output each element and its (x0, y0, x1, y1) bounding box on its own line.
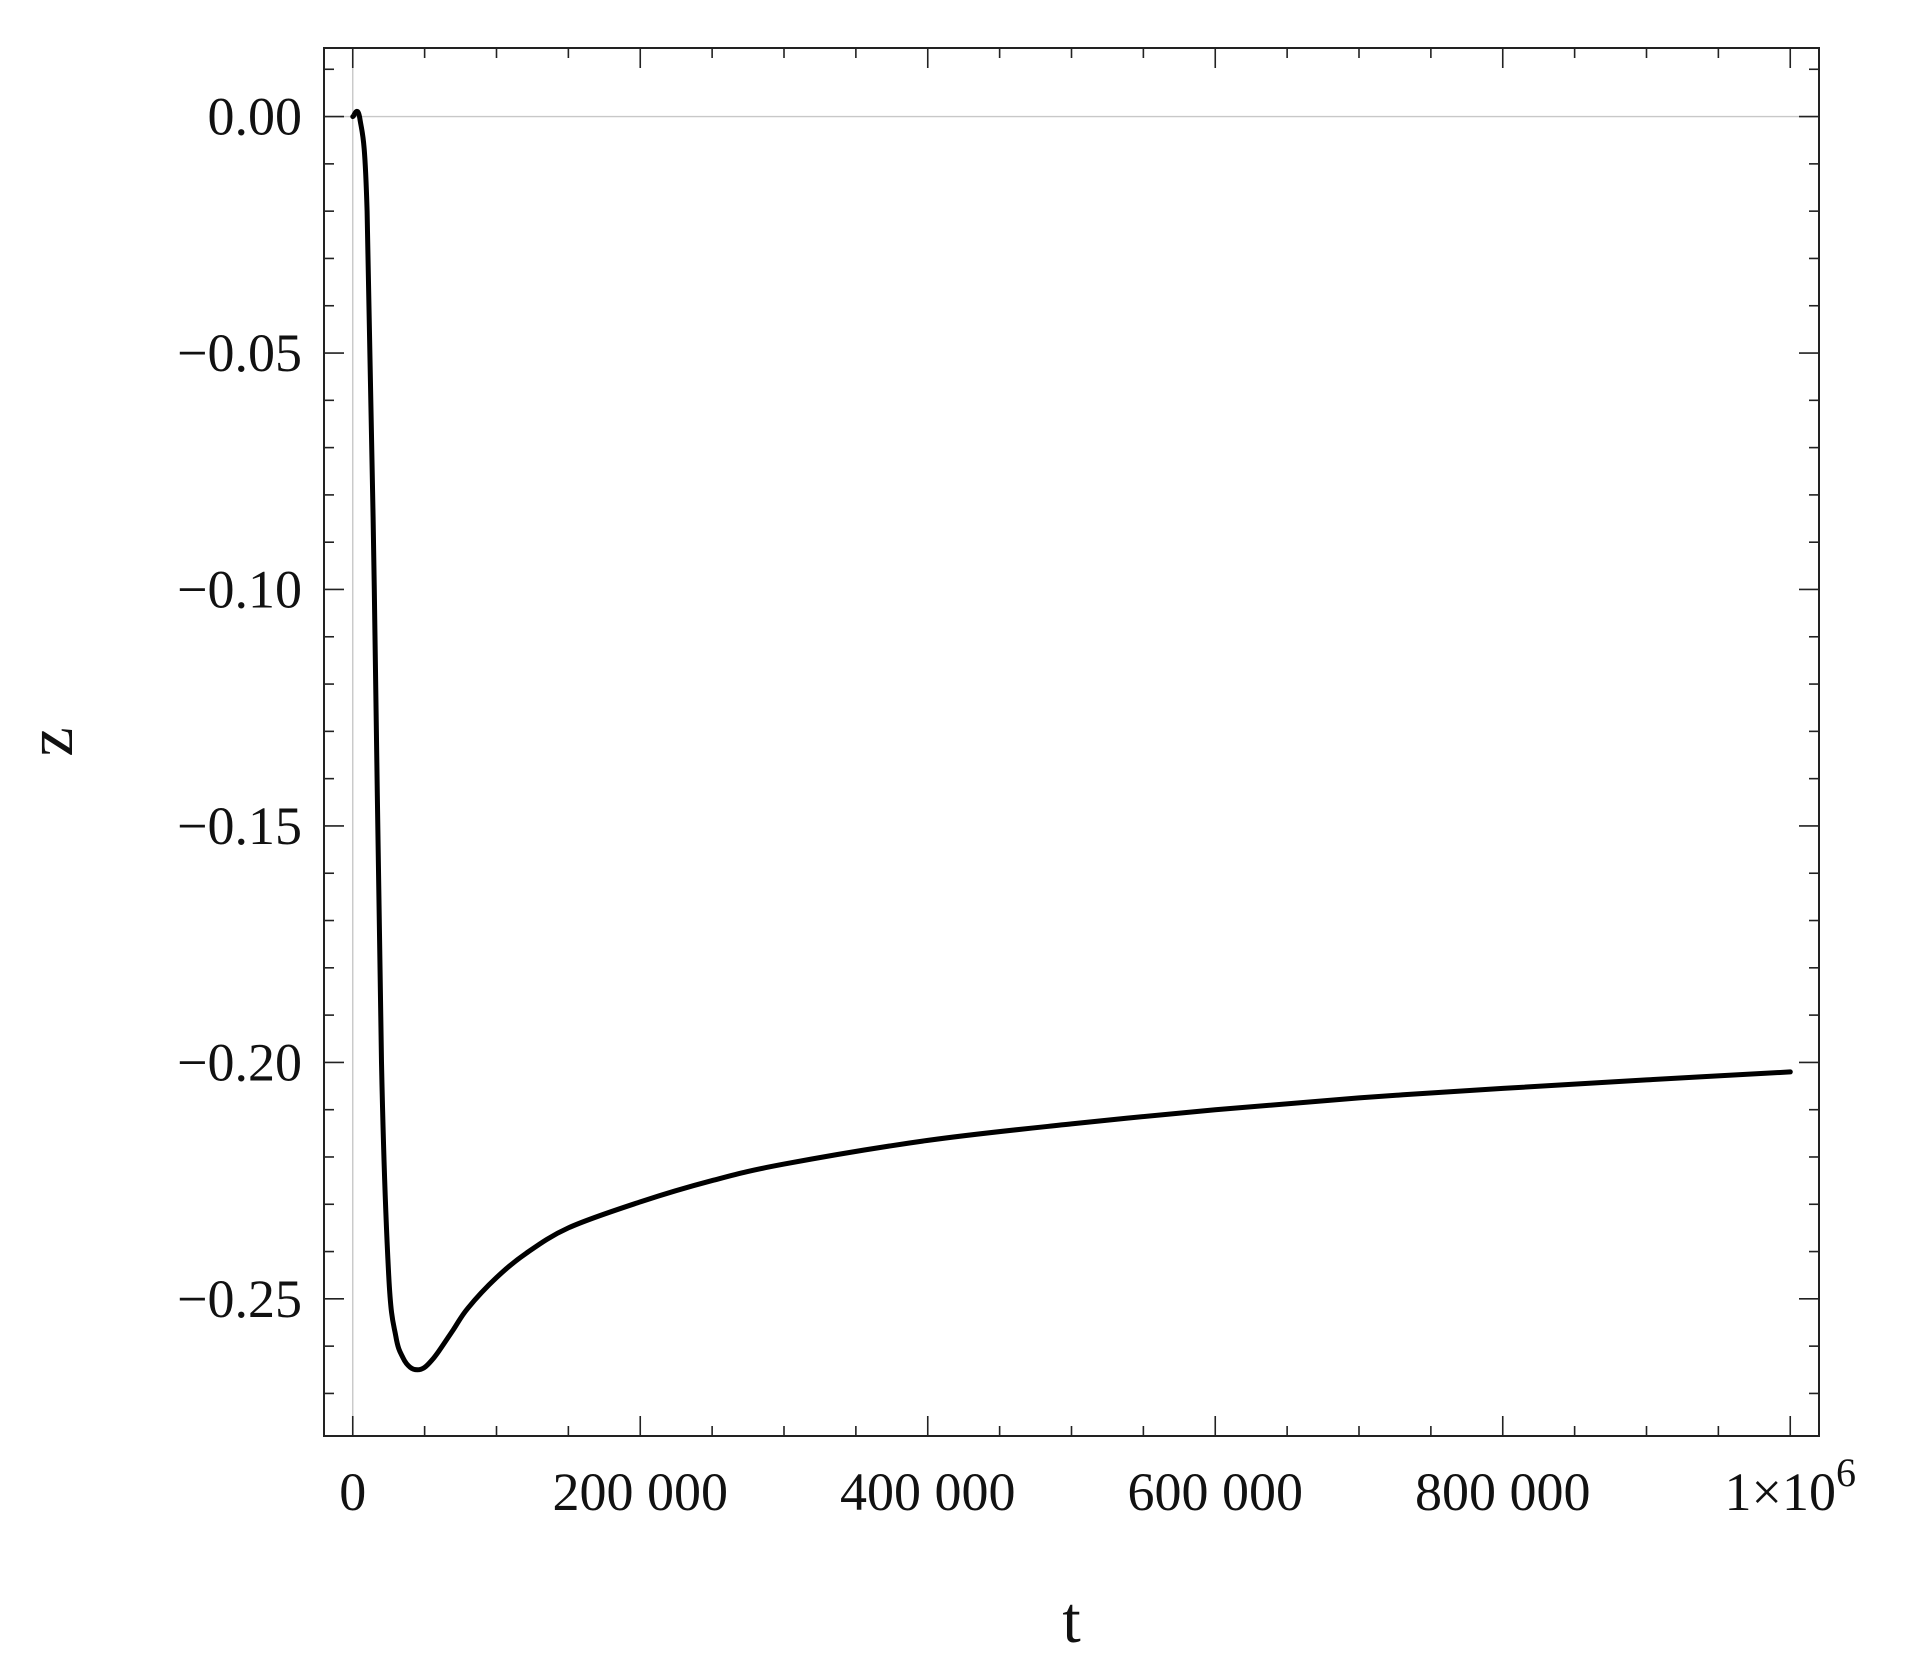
series-group (350, 108, 1793, 1373)
x-tick-labels: 0 200 000 400 000 600 000 800 000 1×106 (339, 1450, 1856, 1522)
y-tick-label: −0.25 (177, 1269, 302, 1329)
tick-marks (324, 48, 1819, 1436)
y-axis-label: z (14, 727, 87, 756)
x-tick-label-exponent: 6 (1836, 1450, 1856, 1495)
series-line-1 (350, 108, 1793, 1373)
y-tick-label: −0.15 (177, 796, 302, 856)
x-axis-label: t (1062, 1584, 1080, 1657)
y-tick-label: 0.00 (208, 87, 303, 147)
plot-frame (323, 47, 1820, 1437)
y-tick-labels: 0.00 −0.05 −0.10 −0.15 −0.20 −0.25 (177, 87, 302, 1329)
x-tick-label: 800 000 (1415, 1462, 1591, 1522)
y-tick-label: −0.05 (177, 323, 302, 383)
x-tick-label: 400 000 (840, 1462, 1016, 1522)
x-tick-label: 1×106 (1725, 1450, 1856, 1522)
y-tick-label: −0.10 (177, 559, 302, 619)
x-tick-label: 600 000 (1128, 1462, 1304, 1522)
y-tick-label: −0.20 (177, 1032, 302, 1092)
x-tick-label: 0 (339, 1462, 366, 1522)
x-tick-label: 200 000 (553, 1462, 729, 1522)
